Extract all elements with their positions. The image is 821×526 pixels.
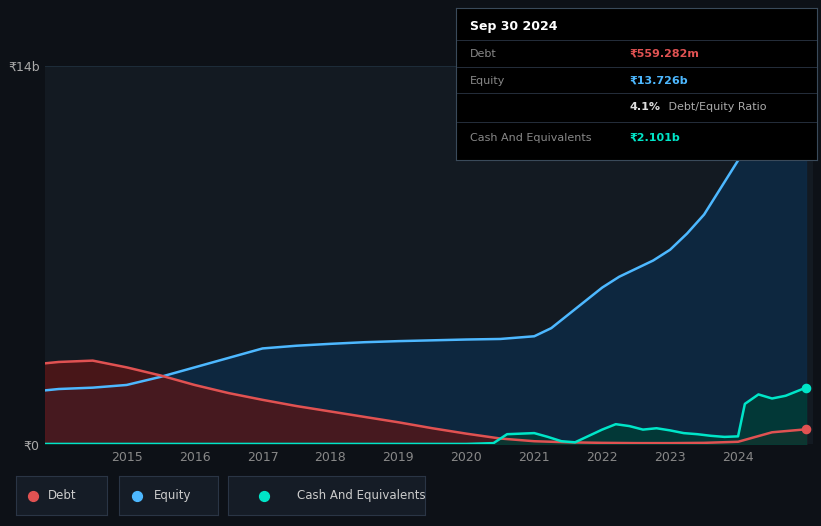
Point (800, 425, 813, 433)
Text: Debt: Debt (48, 489, 76, 502)
Point (800, 69, 813, 77)
Text: Debt/Equity Ratio: Debt/Equity Ratio (665, 102, 767, 112)
Text: Equity: Equity (154, 489, 191, 502)
Point (257, 491, 270, 500)
Point (800, 383, 813, 392)
Text: Equity: Equity (470, 76, 506, 86)
Text: Cash And Equivalents: Cash And Equivalents (297, 489, 426, 502)
Text: ₹559.282m: ₹559.282m (629, 48, 699, 59)
Text: 4.1%: 4.1% (629, 102, 660, 112)
Point (131, 491, 144, 500)
Text: Sep 30 2024: Sep 30 2024 (470, 19, 557, 33)
Text: ₹2.101b: ₹2.101b (629, 133, 680, 143)
Text: ₹13.726b: ₹13.726b (629, 76, 688, 86)
Point (26, 491, 39, 500)
Text: Debt: Debt (470, 48, 497, 59)
Text: Cash And Equivalents: Cash And Equivalents (470, 133, 592, 143)
